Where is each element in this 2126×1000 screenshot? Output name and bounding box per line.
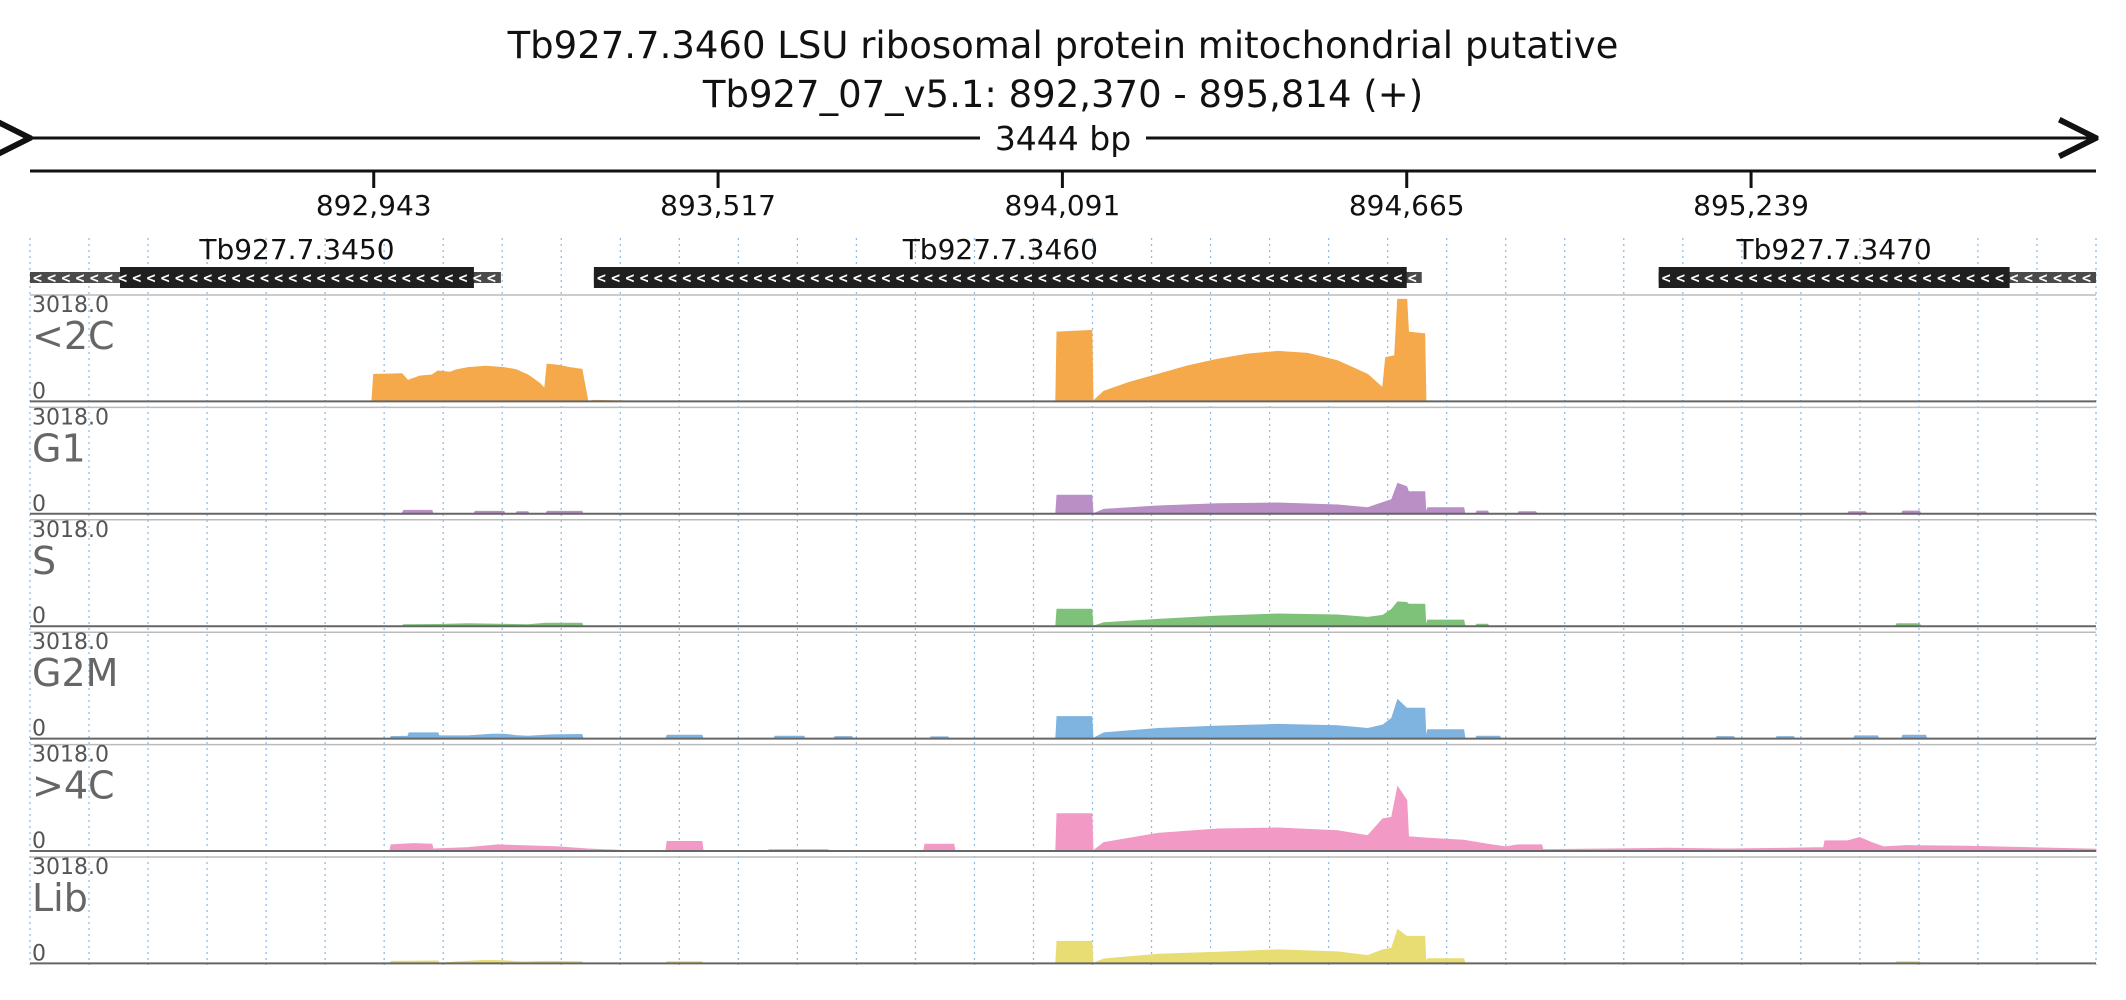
chart-title: Tb927.7.3460 LSU ribosomal protein mitoc… (507, 24, 1619, 67)
track-zero-label: 0 (32, 379, 46, 404)
track-max-label: 3018.0 (32, 743, 109, 768)
chart-subtitle: Tb927_07_v5.1: 892,370 - 895,814 (+) (702, 73, 1423, 116)
track-name-1: G1 (32, 426, 86, 470)
track-max-label: 3018.0 (32, 405, 109, 430)
track-zero-label: 0 (32, 941, 46, 966)
coverage-area-1 (30, 482, 2096, 515)
tick-label-4: 895,239 (1693, 189, 1809, 222)
track-4: 3018.0>4C 0 (30, 743, 2097, 854)
span-length-label: 3444 bp (995, 119, 1131, 158)
track-zero-label: 0 (32, 604, 46, 629)
track-0: 3018.0<2C 0 (30, 293, 2096, 404)
track-2: 3018.0S 0 (30, 518, 2096, 629)
track-name-5: Lib (32, 876, 88, 920)
track-max-label: 3018.0 (32, 855, 109, 880)
track-zero-label: 0 (32, 829, 46, 854)
gene-models: <<<<<<<<<<<<<<<<<<<<<<<<<<<<<<<<< Tb927.7… (30, 233, 2096, 288)
track-max-label: 3018.0 (32, 518, 109, 543)
track-zero-label: 0 (32, 717, 46, 742)
track-max-label: 3018.0 (32, 293, 109, 318)
coverage-area-2 (30, 601, 2096, 627)
track-max-label: 3018.0 (32, 630, 109, 655)
coverage-area-5 (30, 928, 2096, 965)
gene-label-0: Tb927.7.3450 (198, 233, 394, 266)
coverage-area-3 (30, 698, 2096, 740)
gene-cds-bar (593, 267, 1407, 288)
tick-label-2: 894,091 (1005, 189, 1121, 222)
gene-cds-bar (1658, 267, 2010, 288)
gene-model-0: <<<<<<<<<<<<<<<<<<<<<<<<<<<<<<<<< Tb927.7… (30, 233, 501, 288)
track-name-2: S (32, 539, 56, 583)
coverage-tracks: 3018.0<2C03018.0G103018.0S03018.0G2M0301… (30, 293, 2097, 966)
track-1: 3018.0G1 0 (30, 405, 2096, 517)
track-zero-label: 0 (32, 492, 46, 517)
gene-label-2: Tb927.7.3470 (1736, 233, 1932, 266)
gene-model-2: <<<<<<<<<<<<<<<<<<<<<<<<<<<<<<Tb927.7.34… (1658, 233, 2096, 288)
track-name-0: <2C (32, 314, 115, 358)
coordinate-ticks: 892,943 893,517 894,091 894,665 895,239 (316, 171, 1809, 222)
gene-cds-bar (119, 267, 474, 288)
track-name-4: >4C (32, 764, 115, 808)
coverage-area-4 (30, 785, 2097, 852)
coverage-area-0 (30, 298, 2096, 403)
gene-model-1: <<<<<<<<<<<<<<<<<<<<<<<<<<<<<<<<<<<<<<<<… (593, 233, 1422, 288)
track-name-3: G2M (32, 651, 118, 695)
strand-chevrons: <<<<<<<<<<<<<<<<<<<<<<<<<<<<<<<<< (33, 269, 496, 287)
tick-label-0: 892,943 (316, 189, 432, 222)
tick-label-3: 894,665 (1349, 189, 1465, 222)
gene-label-1: Tb927.7.3460 (902, 233, 1098, 266)
tick-label-1: 893,517 (660, 189, 776, 222)
vertical-gridlines (29, 238, 2097, 965)
